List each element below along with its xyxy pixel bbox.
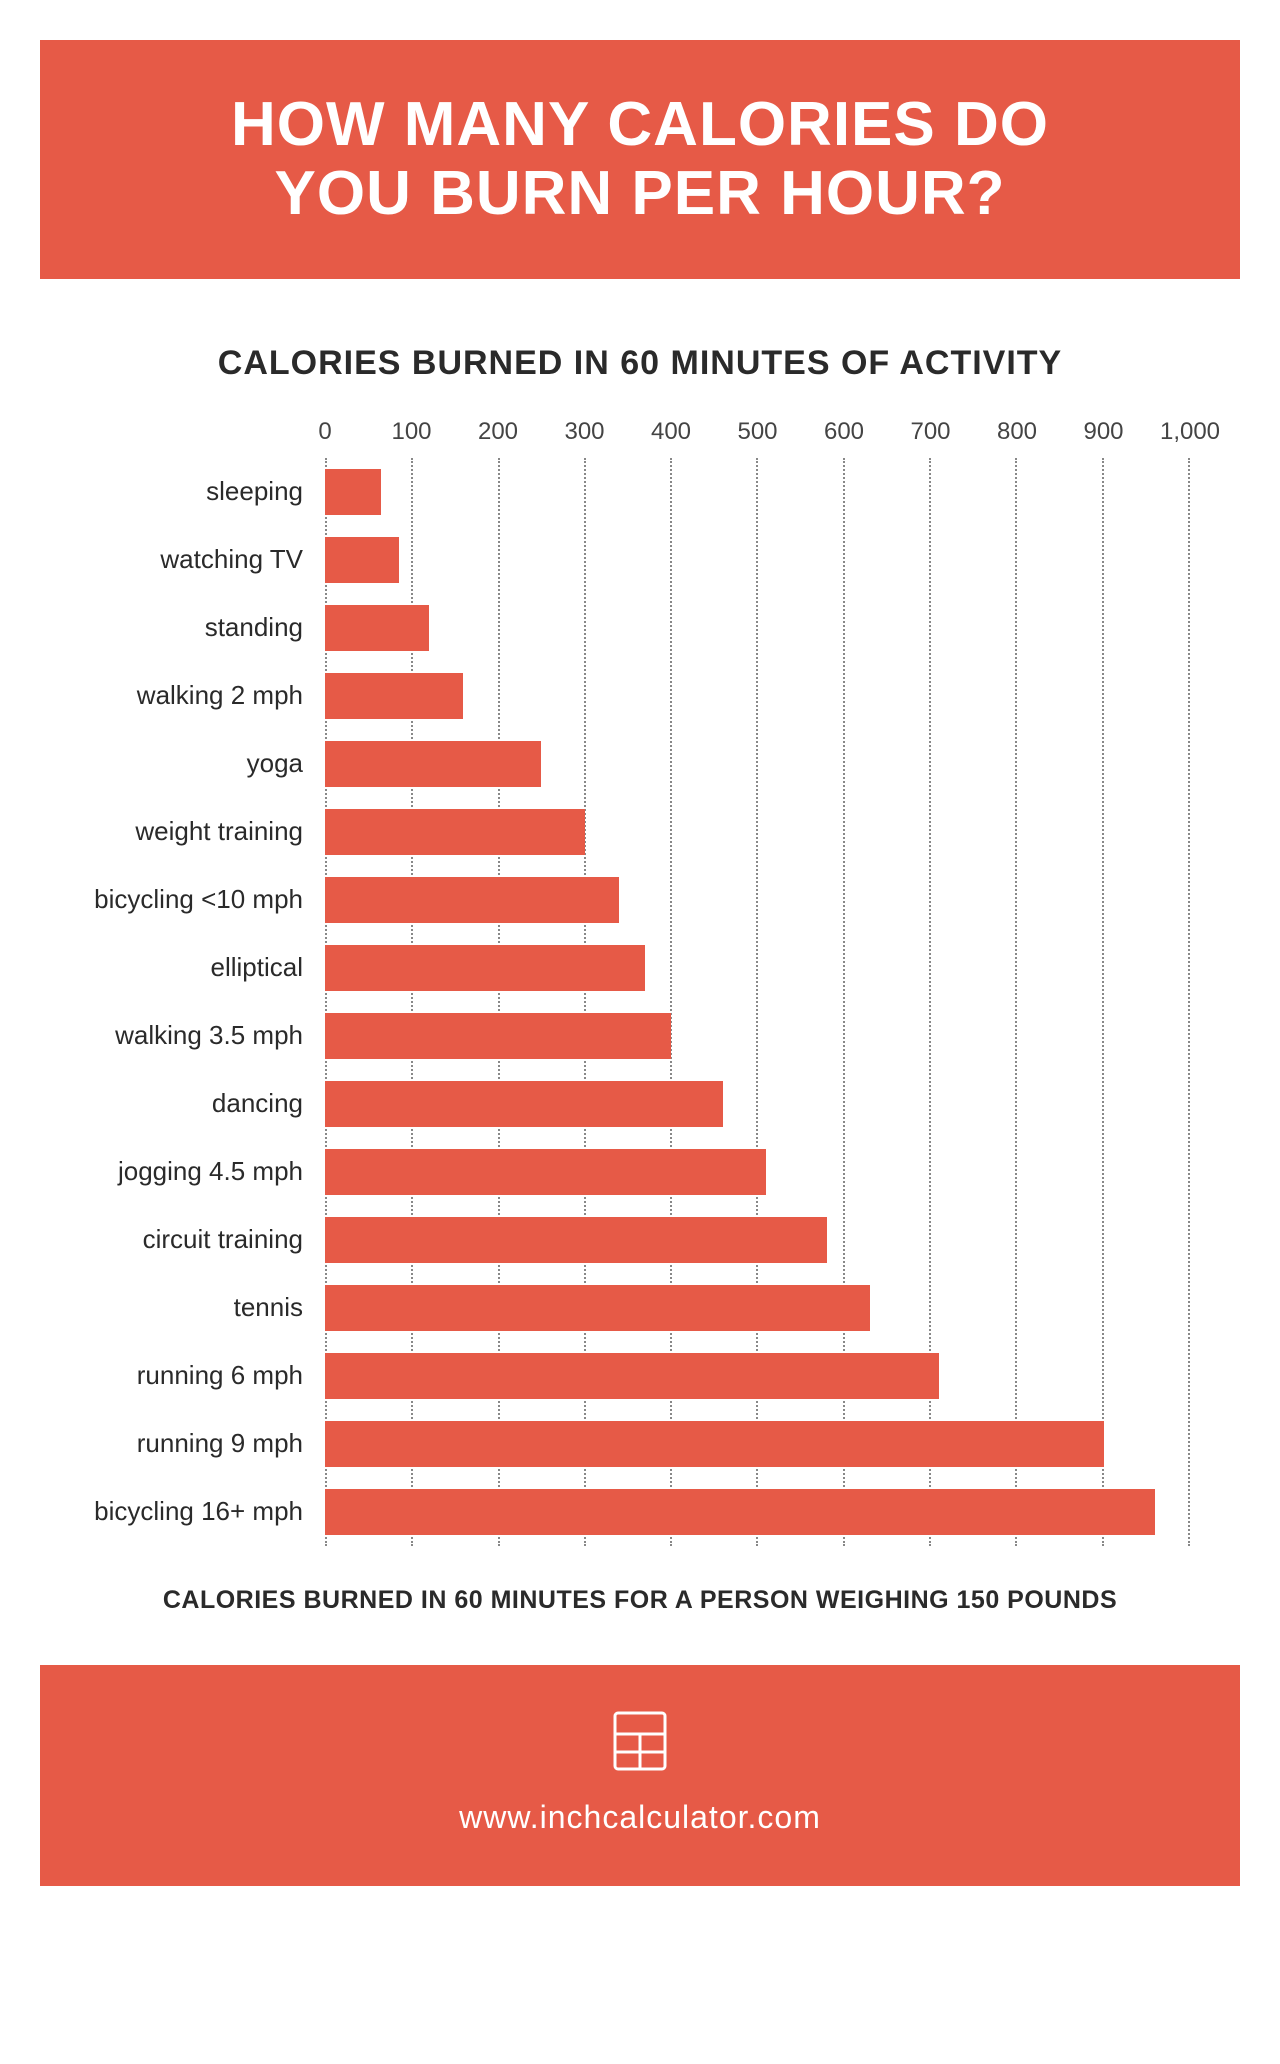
- bar-label: running 9 mph: [90, 1428, 325, 1459]
- bar: [325, 605, 429, 651]
- bar-row: running 6 mph: [90, 1342, 1190, 1410]
- x-tick: 300: [564, 418, 604, 446]
- bar-track: [325, 1070, 1190, 1138]
- x-tick: 800: [997, 418, 1037, 446]
- bar: [325, 469, 381, 515]
- bar-track: [325, 526, 1190, 594]
- bar-label: circuit training: [90, 1224, 325, 1255]
- bar: [325, 1081, 723, 1127]
- bar-track: [325, 458, 1190, 526]
- bar-track: [325, 662, 1190, 730]
- bar-label: walking 2 mph: [90, 680, 325, 711]
- bars-container: sleeping watching TV standing walking 2 mph…: [90, 458, 1190, 1546]
- x-tick: 900: [1083, 418, 1123, 446]
- bar: [325, 1013, 671, 1059]
- bar-label: bicycling <10 mph: [90, 884, 325, 915]
- chart-area: CALORIES BURNED IN 60 MINUTES OF ACTIVIT…: [40, 314, 1240, 1630]
- title-line-2: YOU BURN PER HOUR?: [274, 159, 1005, 228]
- bar: [325, 809, 585, 855]
- bar-row: running 9 mph: [90, 1410, 1190, 1478]
- bar-chart: 01002003004005006007008009001,000 sleepi…: [90, 418, 1190, 1556]
- bar-track: [325, 730, 1190, 798]
- bar: [325, 1489, 1155, 1535]
- bar-track: [325, 594, 1190, 662]
- plot-area: sleeping watching TV standing walking 2 mph…: [90, 458, 1190, 1556]
- page-title: HOW MANY CALORIES DO YOU BURN PER HOUR?: [80, 90, 1200, 229]
- bar-track: [325, 1342, 1190, 1410]
- bar-row: weight training: [90, 798, 1190, 866]
- bar: [325, 1217, 827, 1263]
- x-axis-ticks: 01002003004005006007008009001,000: [325, 418, 1190, 458]
- x-tick: 200: [478, 418, 518, 446]
- bar-label: yoga: [90, 748, 325, 779]
- bar-track: [325, 866, 1190, 934]
- bar-track: [325, 1410, 1190, 1478]
- bar-label: running 6 mph: [90, 1360, 325, 1391]
- bar-label: walking 3.5 mph: [90, 1020, 325, 1051]
- bar-label: tennis: [90, 1292, 325, 1323]
- x-tick: 100: [391, 418, 431, 446]
- bar-row: circuit training: [90, 1206, 1190, 1274]
- chart-caption: CALORIES BURNED IN 60 MINUTES FOR A PERS…: [90, 1586, 1190, 1615]
- bar-track: [325, 1478, 1190, 1546]
- bar-row: walking 2 mph: [90, 662, 1190, 730]
- bar-row: sleeping: [90, 458, 1190, 526]
- bar-track: [325, 1274, 1190, 1342]
- footer-url: www.inchcalculator.com: [60, 1799, 1220, 1836]
- bar-row: elliptical: [90, 934, 1190, 1002]
- chart-title: CALORIES BURNED IN 60 MINUTES OF ACTIVIT…: [90, 344, 1190, 383]
- bar-row: walking 3.5 mph: [90, 1002, 1190, 1070]
- bar-row: tennis: [90, 1274, 1190, 1342]
- bar-row: bicycling 16+ mph: [90, 1478, 1190, 1546]
- x-tick: 600: [824, 418, 864, 446]
- x-axis: 01002003004005006007008009001,000: [90, 418, 1190, 458]
- bar-label: elliptical: [90, 952, 325, 983]
- bar-track: [325, 1138, 1190, 1206]
- bar: [325, 1285, 870, 1331]
- bar: [325, 877, 619, 923]
- bar-track: [325, 1002, 1190, 1070]
- bar: [325, 1149, 766, 1195]
- bar-label: standing: [90, 612, 325, 643]
- x-tick: 500: [737, 418, 777, 446]
- bar-label: bicycling 16+ mph: [90, 1496, 325, 1527]
- x-tick: 0: [318, 418, 331, 446]
- bar-label: weight training: [90, 816, 325, 847]
- footer-band: www.inchcalculator.com: [40, 1665, 1240, 1886]
- bar-row: watching TV: [90, 526, 1190, 594]
- calculator-icon: [612, 1710, 668, 1777]
- bar: [325, 945, 645, 991]
- bar-track: [325, 934, 1190, 1002]
- bar-track: [325, 1206, 1190, 1274]
- bar-track: [325, 798, 1190, 866]
- bar-label: jogging 4.5 mph: [90, 1156, 325, 1187]
- bar-row: bicycling <10 mph: [90, 866, 1190, 934]
- infographic-root: HOW MANY CALORIES DO YOU BURN PER HOUR? …: [0, 0, 1280, 1926]
- bar: [325, 741, 541, 787]
- x-tick: 400: [651, 418, 691, 446]
- x-tick: 700: [910, 418, 950, 446]
- bar: [325, 1421, 1104, 1467]
- bar-row: jogging 4.5 mph: [90, 1138, 1190, 1206]
- bar: [325, 537, 399, 583]
- bar-row: dancing: [90, 1070, 1190, 1138]
- title-line-1: HOW MANY CALORIES DO: [231, 90, 1049, 159]
- header-band: HOW MANY CALORIES DO YOU BURN PER HOUR?: [40, 40, 1240, 279]
- bar-label: sleeping: [90, 476, 325, 507]
- x-tick: 1,000: [1160, 418, 1220, 446]
- bar: [325, 673, 463, 719]
- bar-label: watching TV: [90, 544, 325, 575]
- bar: [325, 1353, 939, 1399]
- bar-row: yoga: [90, 730, 1190, 798]
- bar-row: standing: [90, 594, 1190, 662]
- bar-label: dancing: [90, 1088, 325, 1119]
